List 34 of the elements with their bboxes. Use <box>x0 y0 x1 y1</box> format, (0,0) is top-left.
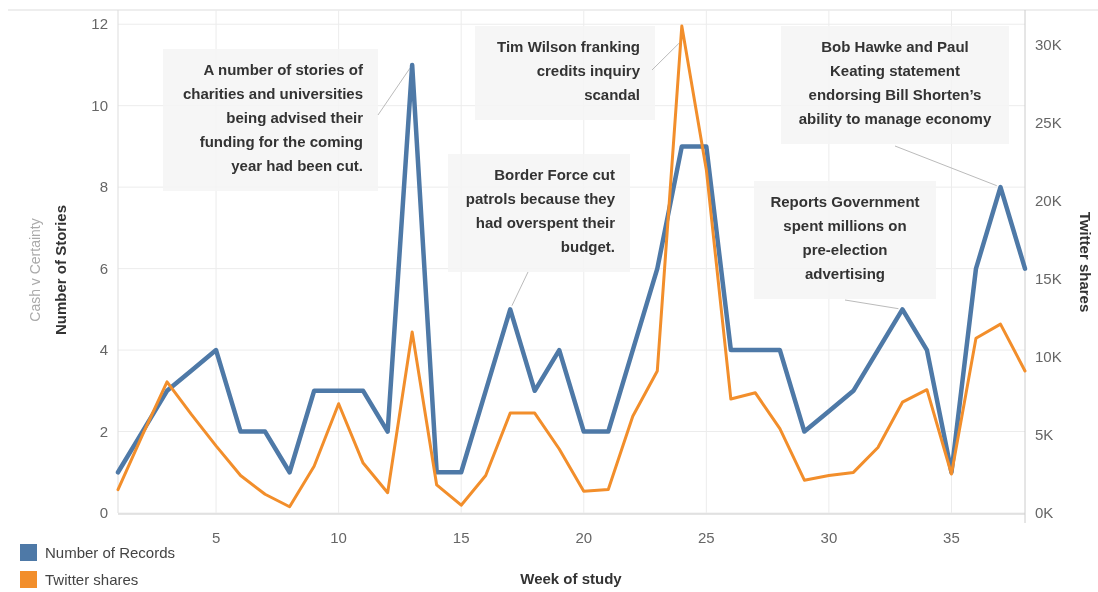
y2-tick-label: 5K <box>1035 425 1054 443</box>
y2-tick-label: 25K <box>1035 113 1062 131</box>
y2-tick-label: 30K <box>1035 35 1062 53</box>
legend-label: Number of Records <box>45 544 176 561</box>
y2-tick-label: 15K <box>1035 269 1062 287</box>
y-tick-label: 4 <box>99 341 108 359</box>
x-tick-label: 15 <box>452 529 470 546</box>
y-tick-label: 0 <box>99 504 108 521</box>
annotation: Tim Wilson franking credits inquiry scandal <box>497 38 641 103</box>
y-tick-label: 2 <box>99 422 108 440</box>
y2-tick-label: 0K <box>1035 504 1054 521</box>
x-tick-label: 25 <box>697 529 715 546</box>
y-tick-label: 12 <box>91 15 108 33</box>
annotation: A number of stories of charities and universities being advised their funding for the coming year had been cut. <box>182 61 364 174</box>
y-tick-label: 8 <box>99 178 108 196</box>
y-axis-title: Number of Stories <box>52 204 69 336</box>
annotation: Border Force cut patrols because they had overspent their budget. <box>465 166 616 255</box>
x-tick-label: 5 <box>211 529 221 546</box>
x-tick-label: 10 <box>330 529 347 546</box>
y2-tick-label: 10K <box>1035 347 1062 365</box>
x-tick-label: 20 <box>575 529 593 546</box>
annotation: Reports Government spent millions on pre-election advertising <box>770 193 920 282</box>
line-series <box>115 62 1028 475</box>
x-tick-label: 35 <box>943 529 960 546</box>
x-tick-label: 30 <box>820 529 838 546</box>
x-axis-title: Week of study <box>520 570 623 587</box>
legend-label: Twitter shares <box>45 571 139 588</box>
annotation: Bob Hawke and Paul Keating statement endorsing Bill Shorten’s ability to manage economy <box>798 38 992 127</box>
text: Cash v Certainty <box>27 218 43 322</box>
line-series <box>116 24 1027 509</box>
y-tick-label: 10 <box>91 96 108 114</box>
y2-axis-title: Twitter shares <box>1077 211 1094 313</box>
y2-tick-label: 20K <box>1035 191 1062 209</box>
y-tick-label: 6 <box>99 259 108 277</box>
